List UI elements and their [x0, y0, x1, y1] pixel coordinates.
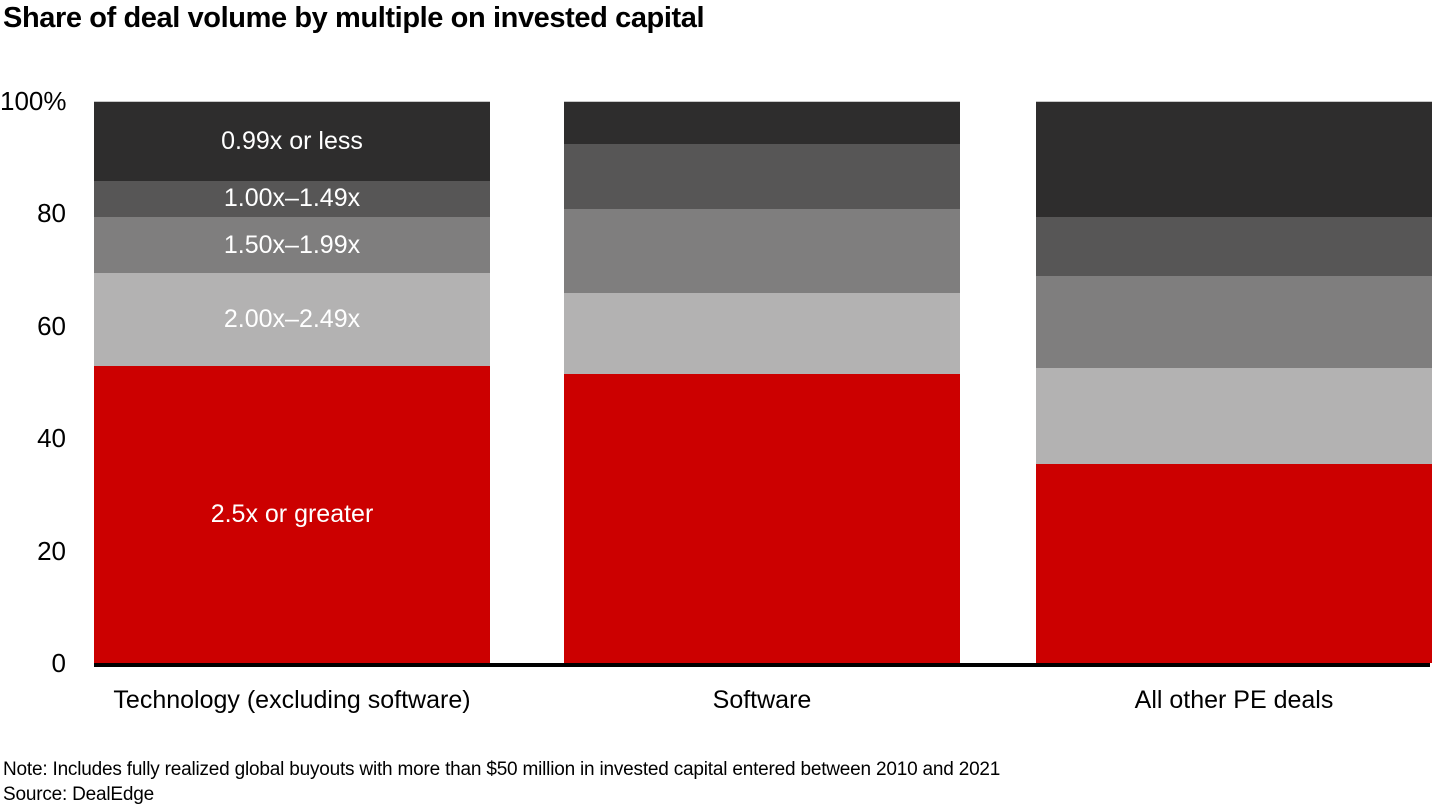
plot-area: 0.99x or less 1.00x–1.49x 1.50x–1.99x 2.00x…: [94, 101, 1432, 663]
bar-3: [1036, 101, 1432, 663]
bar-segment: 1.50x–1.99x: [94, 216, 490, 274]
x-axis-line: [94, 663, 1430, 667]
chart-note: Note: Includes fully realized global buy…: [3, 759, 1001, 780]
segment-label: 0.99x or less: [221, 126, 363, 155]
bar-segment: [564, 208, 960, 293]
bar-segment: 1.00x–1.49x: [94, 180, 490, 217]
bar-segment: [564, 102, 960, 145]
bar-segment: [564, 292, 960, 375]
chart-title: Share of deal volume by multiple on inve…: [3, 2, 705, 34]
bar-segment: [1036, 463, 1432, 663]
y-tick-label: 40: [37, 423, 66, 454]
y-tick-label: 20: [37, 535, 66, 566]
y-tick-label: 0: [51, 648, 66, 678]
bar-segment: 2.5x or greater: [94, 365, 490, 663]
bar-segment: [1036, 217, 1432, 276]
bar-segment: 2.00x–2.49x: [94, 273, 490, 366]
category-label: Software: [712, 686, 812, 714]
bar-segment: [1036, 368, 1432, 464]
y-tick-label: 80: [37, 198, 66, 229]
segment-label: 2.5x or greater: [210, 499, 374, 528]
category-label: Technology (excluding software): [113, 686, 471, 714]
bar-segment: [564, 144, 960, 209]
bar-segment: 0.99x or less: [94, 102, 490, 181]
y-tick-label: 60: [37, 310, 66, 341]
chart-source: Source: DealEdge: [3, 784, 155, 805]
bar-1: 0.99x or less 1.00x–1.49x 1.50x–1.99x 2.00x…: [94, 101, 490, 663]
bar-segment: [1036, 102, 1432, 217]
bar-segment: [1036, 275, 1432, 369]
category-label: All other PE deals: [1134, 686, 1334, 714]
segment-label: 1.50x–1.99x: [223, 230, 361, 259]
segment-label: 2.00x–2.49x: [223, 304, 361, 333]
bar-2: [564, 101, 960, 663]
bar-segment: [564, 374, 960, 663]
y-tick-label: 100%: [0, 86, 67, 116]
segment-label: 1.00x–1.49x: [223, 184, 361, 213]
